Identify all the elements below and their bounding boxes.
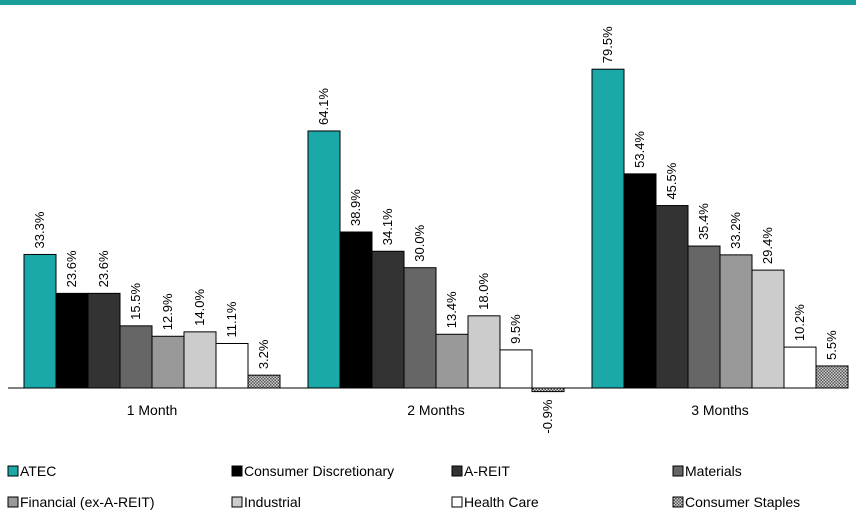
bar — [467, 315, 501, 389]
bar — [151, 335, 185, 389]
bar — [55, 292, 89, 389]
value-label: 45.5% — [664, 162, 679, 199]
value-label: 33.3% — [32, 211, 47, 248]
value-label: 12.9% — [160, 293, 175, 330]
value-label: -0.9% — [540, 399, 555, 433]
legend-swatch — [231, 465, 243, 477]
bar — [87, 292, 121, 389]
legend-swatch — [672, 465, 684, 477]
category-label: 2 Months — [407, 402, 465, 418]
value-label: 11.1% — [224, 301, 239, 337]
legend-swatch — [231, 496, 243, 508]
bar — [23, 253, 57, 389]
bar — [719, 254, 753, 389]
bar — [531, 387, 565, 393]
bar — [751, 269, 785, 389]
value-label: 33.2% — [728, 212, 743, 249]
value-label: 23.6% — [64, 250, 79, 287]
bar — [435, 333, 469, 389]
value-label: 3.2% — [256, 339, 271, 369]
bar — [371, 250, 405, 389]
legend-label: Health Care — [464, 494, 539, 510]
bar — [623, 173, 657, 389]
bar — [815, 365, 849, 389]
value-label: 53.4% — [632, 131, 647, 168]
bar — [687, 245, 721, 389]
value-label: 14.0% — [192, 289, 207, 326]
value-label: 38.9% — [348, 189, 363, 226]
legend-label: Consumer Staples — [685, 494, 800, 510]
category-labels-layer: 1 Month 2 Months 3 Months — [127, 402, 749, 418]
legend-swatch — [672, 496, 684, 508]
legend-swatch — [7, 465, 19, 477]
bars-layer — [23, 68, 849, 393]
bar — [247, 374, 281, 389]
legend-label: Industrial — [244, 494, 301, 510]
value-label: 79.5% — [600, 26, 615, 63]
value-label: 35.4% — [696, 203, 711, 240]
legend-swatch — [7, 496, 19, 508]
value-label: 5.5% — [824, 330, 839, 360]
value-label: 34.1% — [380, 208, 395, 245]
category-label: 3 Months — [691, 402, 749, 418]
legend-swatch — [451, 465, 463, 477]
bar — [655, 205, 689, 389]
bar — [307, 130, 341, 389]
bar — [591, 68, 625, 389]
bar — [403, 267, 437, 389]
legend: ATEC Consumer Discretionary A-REIT Material… — [7, 463, 800, 510]
bar — [339, 231, 373, 389]
bar — [183, 331, 217, 389]
bar — [783, 346, 817, 389]
bar — [215, 342, 249, 389]
bar — [499, 349, 533, 389]
bar — [119, 325, 153, 389]
value-label: 29.4% — [760, 227, 775, 264]
value-label: 15.5% — [128, 283, 143, 320]
value-label: 9.5% — [508, 314, 523, 344]
legend-swatch — [451, 496, 463, 508]
top-accent-bar — [0, 0, 856, 5]
value-label: 23.6% — [96, 250, 111, 287]
value-label: 10.2% — [792, 304, 807, 341]
value-label: 30.0% — [412, 224, 427, 261]
legend-label: Financial (ex-A-REIT) — [20, 494, 155, 510]
legend-label: Materials — [685, 463, 742, 479]
value-label: 13.4% — [444, 291, 459, 328]
legend-label: ATEC — [20, 463, 56, 479]
category-label: 1 Month — [127, 402, 178, 418]
value-label: 18.0% — [476, 273, 491, 310]
value-label: 64.1% — [316, 88, 331, 125]
value-labels-layer: 33.3% 23.6% 23.6% 15.5% 12.9% 14.0% 11.1% 3.2% 6… — [32, 26, 839, 434]
legend-label: A-REIT — [464, 463, 510, 479]
legend-label: Consumer Discretionary — [244, 463, 394, 479]
